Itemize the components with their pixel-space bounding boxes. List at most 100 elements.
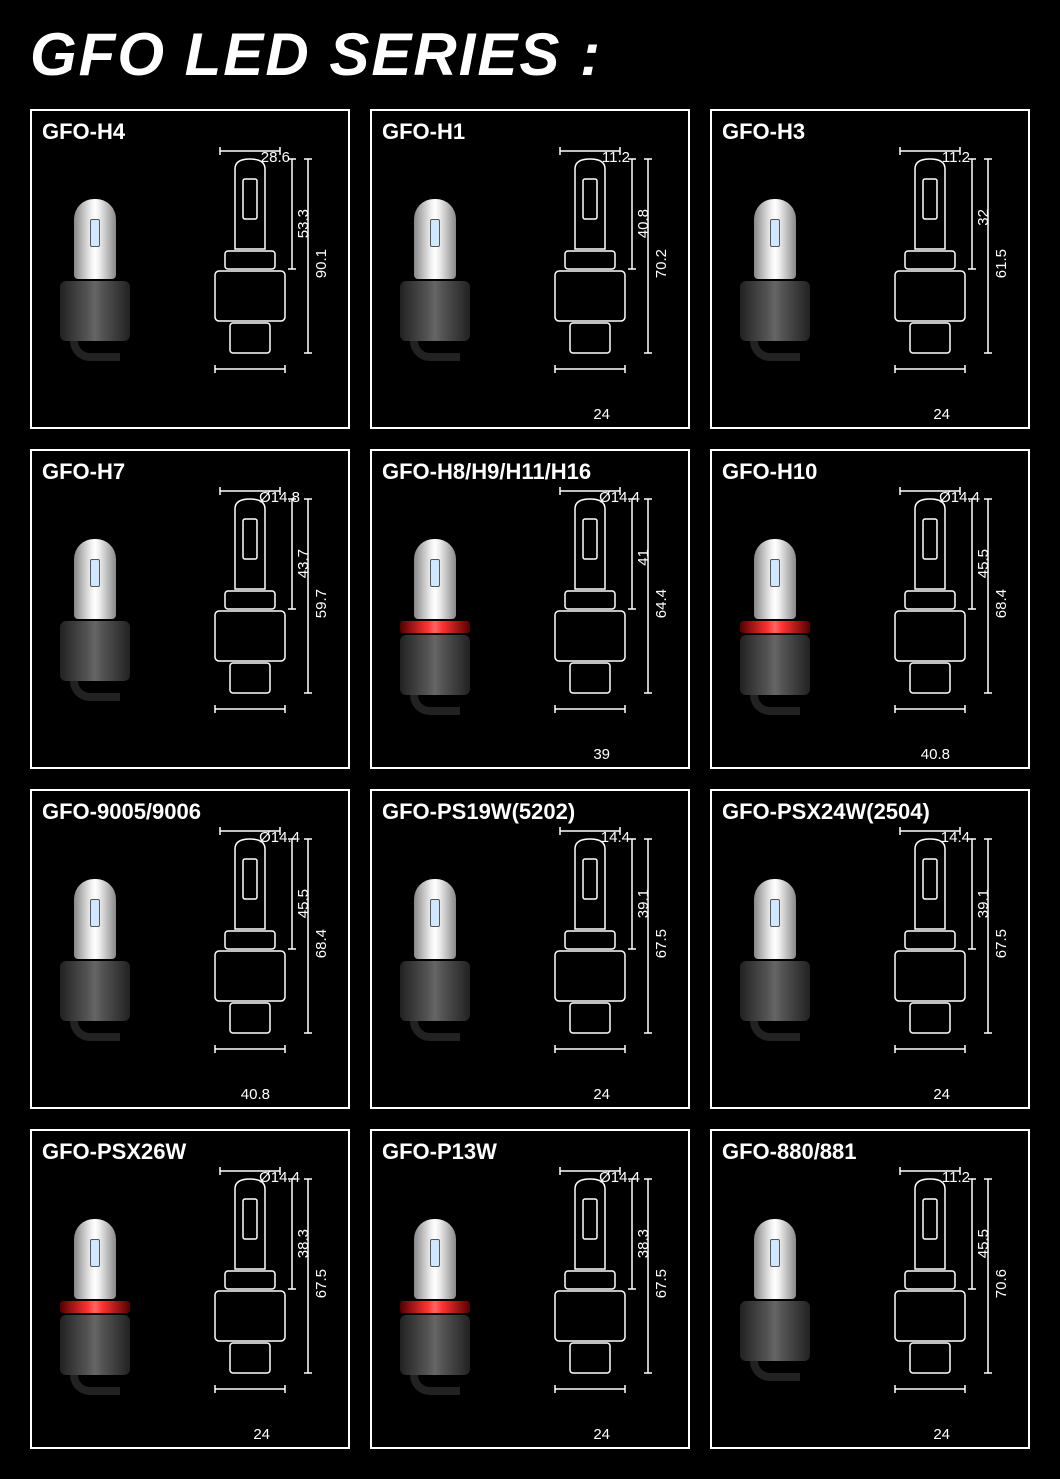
bulb-photo — [730, 1219, 820, 1429]
product-label: GFO-H10 — [722, 459, 817, 485]
dim-full-height: 67.5 — [993, 929, 1010, 958]
dim-upper-height: 32 — [975, 209, 992, 226]
product-cell: GFO-H1 11.240.870.22 — [370, 109, 690, 429]
page-title: GFO LED SERIES : — [30, 20, 1030, 89]
drawing-area: 11.240.870.224 — [380, 149, 680, 419]
dim-diameter: Ø14.4 — [259, 829, 300, 846]
product-label: GFO-H3 — [722, 119, 805, 145]
dim-full-height: 67.5 — [653, 1269, 670, 1298]
dim-bottom-width: 24 — [593, 406, 610, 423]
bulb-photo — [730, 879, 820, 1089]
dim-upper-height: 39.1 — [975, 889, 992, 918]
dim-full-height: 67.5 — [653, 929, 670, 958]
dim-full-height: 64.4 — [653, 589, 670, 618]
drawing-area: 14.439.167.524 — [720, 829, 1020, 1099]
dim-full-height: 70.2 — [653, 249, 670, 278]
product-cell: GFO-H4 28.653.390.1 — [30, 109, 350, 429]
product-grid: GFO-H4 28.653.390.1G — [30, 109, 1030, 1449]
product-label: GFO-880/881 — [722, 1139, 857, 1165]
bulb-schematic — [520, 159, 660, 389]
dim-top-width: 28.6 — [261, 149, 290, 166]
bulb-schematic — [180, 499, 320, 729]
bulb-schematic — [520, 839, 660, 1069]
product-cell: GFO-H3 11.2 32 61.5 24 — [710, 109, 1030, 429]
bulb-photo — [390, 539, 480, 749]
dim-full-height: 68.4 — [313, 929, 330, 958]
bulb-schematic — [860, 839, 1000, 1069]
dim-bottom-width: 24 — [933, 1426, 950, 1443]
product-label: GFO-P13W — [382, 1139, 497, 1165]
drawing-area: Ø14.44164.439 — [380, 489, 680, 759]
dim-bottom-width: 24 — [933, 406, 950, 423]
dim-upper-height: 40.8 — [635, 209, 652, 238]
product-label: GFO-H4 — [42, 119, 125, 145]
drawing-area: 11.23261.524 — [720, 149, 1020, 419]
bulb-schematic — [180, 159, 320, 389]
dim-bottom-width: 40.8 — [921, 746, 950, 763]
bulb-photo — [730, 199, 820, 409]
bulb-schematic — [860, 499, 1000, 729]
drawing-area: 28.653.390.1 — [40, 149, 340, 419]
bulb-photo — [390, 1219, 480, 1429]
bulb-photo — [50, 539, 140, 749]
dim-diameter: Ø14.4 — [599, 489, 640, 506]
dim-bottom-width: 39 — [593, 746, 610, 763]
bulb-schematic — [860, 159, 1000, 389]
drawing-area: Ø14.438.367.524 — [40, 1169, 340, 1439]
bulb-photo — [50, 879, 140, 1089]
product-label: GFO-H7 — [42, 459, 125, 485]
product-label: GFO-H8/H9/H11/H16 — [382, 459, 591, 485]
product-cell: GFO-P13W Ø14.438.367 — [370, 1129, 690, 1449]
dim-bottom-width: 40.8 — [241, 1086, 270, 1103]
bulb-photo — [390, 879, 480, 1089]
bulb-schematic — [860, 1179, 1000, 1409]
bulb-schematic — [180, 1179, 320, 1409]
dim-upper-height: 41 — [635, 549, 652, 566]
dim-upper-height: 43.7 — [295, 549, 312, 578]
drawing-area: Ø14.445.568.440.8 — [40, 829, 340, 1099]
product-label: GFO-H1 — [382, 119, 465, 145]
bulb-photo — [730, 539, 820, 749]
product-label: GFO-PSX26W — [42, 1139, 186, 1165]
dim-top-width: 11.2 — [602, 149, 630, 166]
bulb-photo — [50, 1219, 140, 1429]
dim-full-height: 68.4 — [993, 589, 1010, 618]
product-cell: GFO-PSX24W(2504) 14. — [710, 789, 1030, 1109]
drawing-area: Ø14.445.568.440.8 — [720, 489, 1020, 759]
bulb-photo — [390, 199, 480, 409]
product-cell: GFO-880/881 11.245.5 — [710, 1129, 1030, 1449]
dim-bottom-width: 24 — [933, 1086, 950, 1103]
product-label: GFO-PS19W(5202) — [382, 799, 575, 825]
dim-top-width: 11.2 — [942, 149, 970, 166]
product-cell: GFO-H7 Ø14.8 43.759.7 — [30, 449, 350, 769]
dim-upper-height: 45.5 — [295, 889, 312, 918]
dim-upper-height: 38.3 — [295, 1229, 312, 1258]
bulb-schematic — [180, 839, 320, 1069]
dim-top-width: 14.4 — [941, 829, 970, 846]
dim-bottom-width: 24 — [253, 1426, 270, 1443]
dim-upper-height: 45.5 — [975, 1229, 992, 1258]
dim-upper-height: 45.5 — [975, 549, 992, 578]
dim-upper-height: 39.1 — [635, 889, 652, 918]
product-cell: GFO-9005/9006 Ø14.44 — [30, 789, 350, 1109]
dim-top-width: 14.4 — [601, 829, 630, 846]
bulb-schematic — [520, 1179, 660, 1409]
bulb-schematic — [520, 499, 660, 729]
product-cell: GFO-PSX26W Ø14.4 38.3 — [30, 1129, 350, 1449]
dim-diameter: Ø14.4 — [259, 1169, 300, 1186]
dim-diameter: Ø14.8 — [259, 489, 300, 506]
dim-full-height: 70.6 — [993, 1269, 1010, 1298]
dim-bottom-width: 24 — [593, 1086, 610, 1103]
dim-diameter: Ø14.4 — [939, 489, 980, 506]
product-label: GFO-PSX24W(2504) — [722, 799, 930, 825]
bulb-photo — [50, 199, 140, 409]
product-cell: GFO-H10 Ø14.445.568. — [710, 449, 1030, 769]
drawing-area: Ø14.438.367.524 — [380, 1169, 680, 1439]
dim-upper-height: 53.3 — [295, 209, 312, 238]
product-cell: GFO-H8/H9/H11/H16 Ø1 — [370, 449, 690, 769]
dim-full-height: 67.5 — [313, 1269, 330, 1298]
dim-full-height: 61.5 — [993, 249, 1010, 278]
dim-diameter: Ø14.4 — [599, 1169, 640, 1186]
drawing-area: 14.439.167.524 — [380, 829, 680, 1099]
dim-full-height: 59.7 — [313, 589, 330, 618]
